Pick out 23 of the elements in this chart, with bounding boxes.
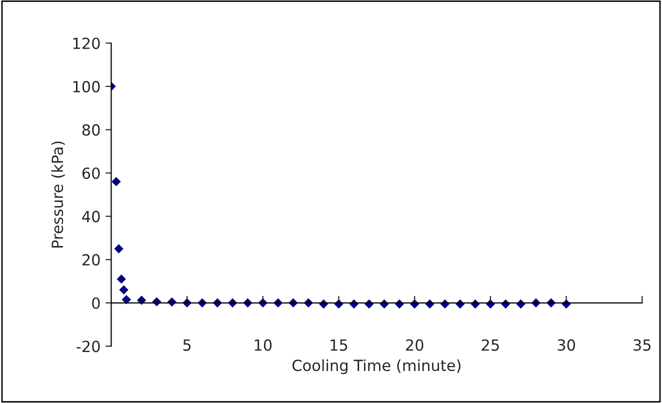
x-tick-label: 35: [634, 339, 651, 351]
point: [119, 285, 128, 294]
x-tick-label: 10: [254, 339, 272, 351]
y-tick-label: 100: [73, 80, 100, 92]
y-tick-label: 0: [92, 297, 100, 309]
x-tick-label: 25: [482, 339, 499, 351]
x-tick-label: 5: [183, 339, 191, 351]
y-tick-label: 120: [73, 38, 100, 50]
x-tick-label: 20: [406, 339, 424, 351]
y-tick-label: 20: [82, 254, 100, 266]
y-tick-label: 60: [82, 167, 100, 180]
y-tick-label: -20: [76, 340, 100, 352]
point: [152, 297, 162, 306]
y-tick-label: 80: [82, 124, 100, 136]
x-tick-label: 15: [330, 339, 348, 351]
point: [122, 295, 131, 304]
point: [114, 244, 124, 254]
y-axis-title: Pressure (kPa): [51, 142, 65, 248]
x-tick-label: 30: [558, 339, 575, 351]
point: [116, 274, 126, 284]
y-tick-label: 40: [82, 210, 100, 222]
point: [112, 177, 121, 186]
x-axis-title: Cooling Time (minute): [292, 359, 460, 374]
